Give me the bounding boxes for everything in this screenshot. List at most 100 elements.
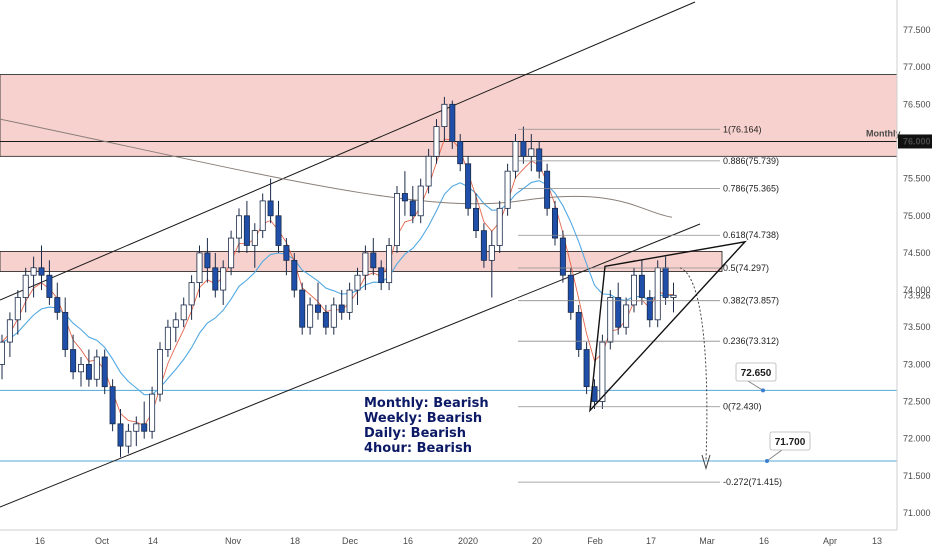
candle	[243, 200, 250, 253]
x-tick-label: 2020	[458, 536, 478, 546]
candle-body	[30, 267, 37, 276]
candle-body	[243, 215, 250, 246]
candle-body	[544, 170, 551, 209]
callout-connector	[766, 449, 783, 462]
candle-body	[504, 170, 511, 209]
candle	[346, 282, 353, 320]
x-tick-label: 16	[759, 536, 769, 546]
candle-body	[62, 311, 69, 350]
candle-body	[307, 304, 314, 328]
candle	[417, 178, 424, 224]
candle-body	[93, 356, 100, 380]
candle	[188, 275, 195, 320]
candle	[22, 267, 29, 313]
candle	[631, 267, 638, 313]
candle-body	[583, 349, 590, 388]
candle	[615, 282, 622, 335]
candle	[307, 297, 314, 335]
candle	[441, 96, 448, 142]
candle	[496, 200, 503, 253]
fib-level-label: 0(72.430)	[723, 402, 762, 412]
fib-level-label: 0.236(73.312)	[723, 336, 779, 346]
candle	[70, 334, 77, 380]
candle	[204, 238, 211, 283]
candle	[133, 416, 140, 447]
candle	[322, 304, 329, 335]
candle	[141, 401, 148, 439]
y-tick-label: 72.500	[903, 397, 931, 407]
projection-arrowhead	[701, 454, 711, 471]
y-tick-label: 75.500	[903, 174, 931, 184]
candle	[559, 230, 566, 283]
candle	[14, 290, 21, 335]
candle-body	[599, 341, 606, 402]
callout-connector	[747, 380, 764, 391]
callout-anchor-dot	[761, 388, 765, 393]
x-tick-label: Mar	[699, 536, 715, 546]
candle	[425, 148, 432, 194]
candle	[93, 349, 100, 387]
candle-body	[204, 252, 211, 269]
candle	[520, 126, 527, 164]
candle	[393, 186, 400, 253]
candle-body	[283, 245, 290, 261]
channel-lower-line	[0, 223, 701, 508]
monthly-price-badge-label: 76.000	[903, 136, 931, 146]
candle-body	[670, 294, 677, 298]
candle-body	[141, 423, 148, 432]
candle	[46, 260, 53, 305]
projection-path	[679, 267, 708, 462]
candle	[449, 100, 456, 149]
candle	[465, 156, 472, 216]
candle	[251, 223, 258, 268]
candle	[552, 200, 559, 246]
candle-body	[220, 267, 227, 291]
candle-body	[552, 207, 559, 239]
verdict-4hour: 4hour: Bearish	[364, 441, 472, 456]
candle	[457, 134, 464, 172]
candle-body	[164, 326, 171, 350]
candle-body	[615, 297, 622, 328]
fib-level-label: 0.5(74.297)	[723, 263, 769, 273]
x-tick-label: Oct	[95, 536, 110, 546]
candle-body	[322, 311, 329, 328]
candle	[409, 186, 416, 224]
candle	[54, 282, 61, 320]
candle-body	[370, 252, 377, 269]
candle-body	[14, 297, 21, 321]
candle-body	[0, 341, 5, 365]
candle-body	[417, 185, 424, 217]
candle-body	[457, 141, 464, 165]
candle	[196, 245, 203, 298]
verdict-weekly: Weekly: Bearish	[364, 411, 482, 426]
candle	[6, 312, 13, 357]
candle-body	[488, 245, 495, 261]
candle-body	[559, 237, 566, 276]
candle	[78, 356, 85, 387]
candle-body	[386, 245, 393, 284]
x-tick-label: Nov	[225, 536, 242, 546]
x-tick-label: 14	[148, 536, 158, 546]
candle-body	[172, 319, 179, 328]
y-tick-label: 74.500	[903, 248, 931, 258]
candle	[354, 267, 361, 305]
candle-body	[156, 349, 163, 395]
candle-body	[149, 393, 156, 432]
candle-body	[575, 311, 582, 350]
callout-label: 71.700	[775, 437, 806, 448]
candle	[480, 223, 487, 268]
candle	[291, 252, 298, 298]
y-tick-label: 71.500	[903, 471, 931, 481]
candle	[30, 256, 37, 298]
candle	[670, 282, 677, 313]
candle	[654, 260, 661, 328]
candle-body	[441, 103, 448, 128]
candle	[488, 230, 495, 298]
candle-body	[188, 282, 195, 306]
candle-body	[299, 289, 306, 328]
candle-body	[338, 304, 345, 313]
verdict-monthly: Monthly: Bearish	[364, 396, 489, 411]
candle-body	[330, 304, 337, 328]
candle-body	[638, 274, 645, 298]
